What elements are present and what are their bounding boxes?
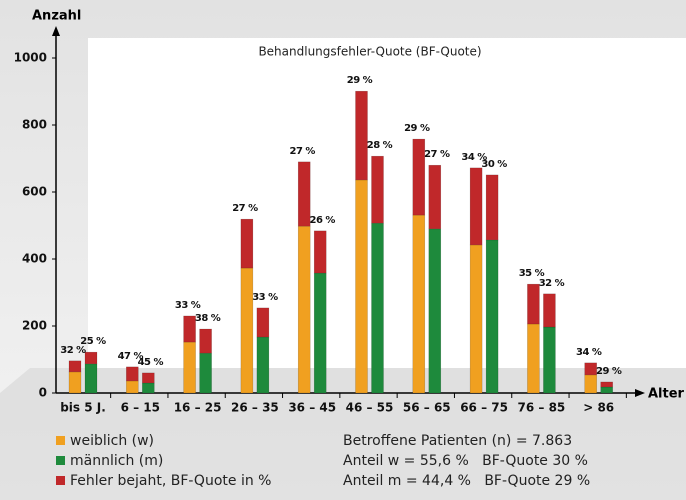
bar-segment (469, 167, 483, 246)
y-tick-label: 0 (39, 386, 47, 400)
x-tick-label: 66 – 75 (460, 401, 508, 415)
bar-segment (600, 386, 613, 394)
bf-quote-label: 29 % (347, 75, 373, 86)
bf-quote-label: 26 % (309, 215, 335, 226)
bar-segment (584, 362, 597, 376)
bf-quote-label: 32 % (539, 278, 565, 289)
bar-segment (355, 90, 368, 181)
x-tick-label: 56 – 65 (403, 401, 451, 415)
summary-line: Anteil m = 44,4 % BF-Quote 29 % (343, 473, 590, 489)
summary-line: Betroffene Patienten (n) = 7.863 (343, 433, 572, 449)
bf-quote-label: 29 % (596, 366, 622, 377)
bar-segment (256, 336, 270, 394)
bar-segment (126, 380, 139, 394)
legend-swatch (56, 436, 65, 445)
y-tick-label: 1000 (14, 51, 47, 65)
bf-quote-label: 32 % (60, 345, 86, 356)
bar-segment (84, 351, 98, 365)
bar-segment (543, 326, 556, 394)
bar-segment (183, 315, 196, 343)
x-tick-label: 16 – 25 (174, 401, 222, 415)
y-tick-label: 600 (22, 185, 47, 199)
bar-segment (527, 323, 540, 394)
y-arrow (52, 26, 60, 36)
bar-segment (313, 272, 327, 394)
bf-quote-label: 27 % (424, 149, 450, 160)
bar-segment (199, 352, 212, 394)
legend-label: Fehler bejaht, BF-Quote in % (70, 473, 271, 489)
bar-segment (412, 214, 426, 394)
bf-quote-label: 27 % (289, 146, 315, 157)
bar-segment (84, 363, 98, 394)
legend-swatch (56, 476, 65, 485)
y-tick-label: 400 (22, 252, 47, 266)
bf-quote-label: 27 % (232, 203, 258, 214)
y-tick-label: 800 (22, 118, 47, 132)
x-tick-label: 26 – 35 (231, 401, 279, 415)
bar-segment (142, 382, 155, 394)
bar-segment (584, 374, 597, 394)
bar-segment (313, 230, 327, 274)
plot-panel (88, 38, 686, 368)
bar-segment (371, 222, 384, 394)
summary-line: Anteil w = 55,6 % BF-Quote 30 % (343, 453, 588, 469)
bf-quote-label: 25 % (80, 336, 106, 347)
bar-segment (297, 161, 311, 227)
bar-segment (68, 371, 82, 394)
legend-label: männlich (m) (70, 453, 163, 469)
x-tick-label: 76 – 85 (518, 401, 566, 415)
x-tick-label: > 86 (583, 401, 614, 415)
bar-segment (600, 381, 613, 388)
bar-segment (371, 155, 384, 224)
chart-title: Behandlungsfehler-Quote (BF-Quote) (258, 45, 481, 59)
bf-quote-label: 28 % (367, 140, 393, 151)
bf-quote-label: 35 % (519, 268, 545, 279)
bar-segment (256, 307, 270, 338)
y-axis-label: Anzahl (32, 9, 81, 24)
bf-quote-label: 33 % (175, 300, 201, 311)
bf-quote-label: 29 % (404, 123, 430, 134)
bar-segment (142, 372, 155, 384)
bf-quote-label: 34 % (576, 347, 602, 358)
bf-quote-label: 33 % (252, 292, 278, 303)
bar-segment (183, 341, 196, 394)
bar-segment (126, 366, 139, 382)
bar-segment (199, 328, 212, 354)
x-tick-label: 36 – 45 (288, 401, 336, 415)
x-tick-label: 46 – 55 (346, 401, 394, 415)
bar-segment (485, 239, 499, 394)
legend-swatch (56, 456, 65, 465)
bar-segment (469, 244, 483, 394)
floor (0, 368, 686, 500)
bf-quote-label: 38 % (195, 313, 221, 324)
bf-quote-label: 45 % (138, 357, 164, 368)
bf-quote-label: 30 % (481, 159, 507, 170)
bar-segment (240, 267, 254, 394)
bar-segment (412, 138, 426, 216)
bar-segment (355, 179, 368, 394)
bar-segment (297, 225, 311, 394)
x-tick-label: bis 5 J. (60, 401, 106, 415)
bf-quote-label: 47 % (118, 351, 144, 362)
bar-segment (428, 228, 442, 394)
x-axis-label: Alter (648, 387, 685, 402)
bar-segment (428, 164, 442, 230)
bar-segment (68, 360, 82, 373)
x-tick-label: 6 – 15 (121, 401, 160, 415)
bar-segment (485, 174, 499, 241)
x-arrow (635, 389, 645, 397)
bar-segment (543, 293, 556, 328)
bar-segment (240, 218, 254, 269)
bar-segment (527, 283, 540, 325)
bf-quote-label: 34 % (461, 152, 487, 163)
legend-label: weiblich (w) (70, 433, 154, 449)
y-tick-label: 200 (22, 319, 47, 333)
